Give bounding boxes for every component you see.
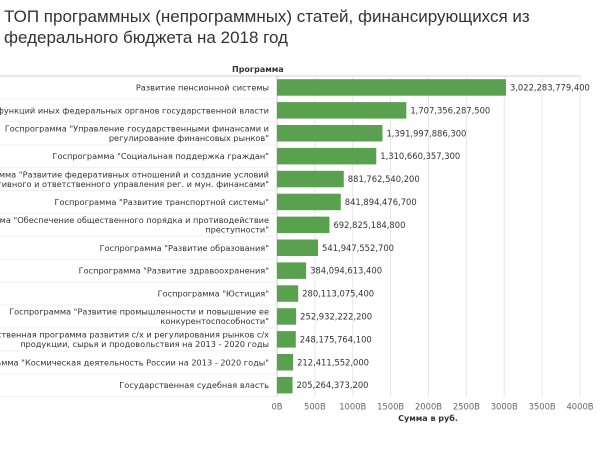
category-label: Госпрограмма "Развитие федеративных отно… [0,169,269,179]
x-axis: 0B 500B 1000B 1500B 2000B 2500B 3000B 3500B 4000… [271,402,593,412]
column-header: Программа [232,65,284,74]
bar [277,79,506,96]
x-axis-title: Сумма в руб. [398,413,458,423]
value-label: 212,411,552,000 [297,357,369,367]
value-label: 541,947,552,700 [322,243,394,253]
bar [277,216,330,234]
value-label: 384,094,613,400 [310,266,382,276]
category-label: Развитие пенсионной системы [136,82,269,92]
bar [277,170,344,188]
category-label: Госпрограмма "Развитие транспортной сист… [55,197,270,207]
x-tick-label: 2500B [453,402,480,412]
bar [277,331,296,348]
value-label: 881,762,540,200 [348,174,420,184]
x-tick-label: 2000B [415,402,442,412]
x-tick-label: 3000B [491,402,518,412]
value-label: 252,932,222,200 [300,311,372,321]
category-label: Реализация функций иных федеральных орга… [0,105,269,115]
bar [277,102,407,119]
value-label: 1,707,356,287,500 [410,105,490,115]
bar [277,308,297,325]
value-label: 280,113,075,400 [302,289,374,299]
bar [277,125,383,142]
bar [277,193,341,211]
x-tick-label: 0B [271,402,282,412]
category-label: Госпрограмма "Управление государственным… [5,124,269,134]
category-label: Госпрограмма "Социальная поддержка гражд… [53,151,269,161]
value-label: 692,825,184,800 [333,220,405,230]
value-label: 248,175,764,100 [300,334,372,344]
x-tick-label: 3500B [529,402,556,412]
bars [277,79,506,394]
bar [277,147,377,165]
category-labels: Развитие пенсионной системы Реализация фу… [0,82,269,390]
category-label: Госпрограмма "Развитие здравоохранения" [79,266,269,276]
x-tick-label: 500B [304,402,326,412]
chart-title: ТОП программных (непрограммных) статей, … [4,7,530,47]
bar [277,262,307,279]
value-label: 3,022,283,779,400 [510,82,590,92]
x-tick-label: 1000B [339,402,366,412]
bar [277,239,319,256]
value-label: 205,264,373,200 [297,380,369,390]
bar [277,285,299,302]
category-label: Госпрограмма "Развитие образования" [100,243,269,253]
category-label: Госпрограмма "Юстиция" [158,289,269,299]
bar [277,354,294,371]
category-label: Госпрограмма "Развитие промышленности и … [9,307,269,317]
value-label: 841,894,476,700 [345,197,417,207]
category-label: регулирование финансовых рынков" [109,133,269,143]
x-tick-label: 4000B [566,402,593,412]
category-label: преступности" [205,225,269,235]
category-label: для эффективного и ответственного управл… [0,179,269,189]
category-label: Госпрограмма "Космическая деятельность Р… [0,357,269,367]
category-label: Госпрограмма "Обеспечение общественного … [0,215,269,225]
category-label: продукции, сырья и продовольствия на 201… [20,339,269,349]
value-label: 1,310,660,357,300 [380,151,460,161]
value-label: 1,391,997,886,300 [386,128,466,138]
category-label: Государственная программа развития с/х и… [0,330,269,340]
value-labels: 3,022,283,779,400 1,707,356,287,500 1,391,… [297,82,590,390]
category-label: конкурентоспособности" [160,316,269,326]
bar [277,376,293,394]
x-tick-label: 1500B [377,402,404,412]
category-label: Государственная судебная власть [119,380,269,390]
